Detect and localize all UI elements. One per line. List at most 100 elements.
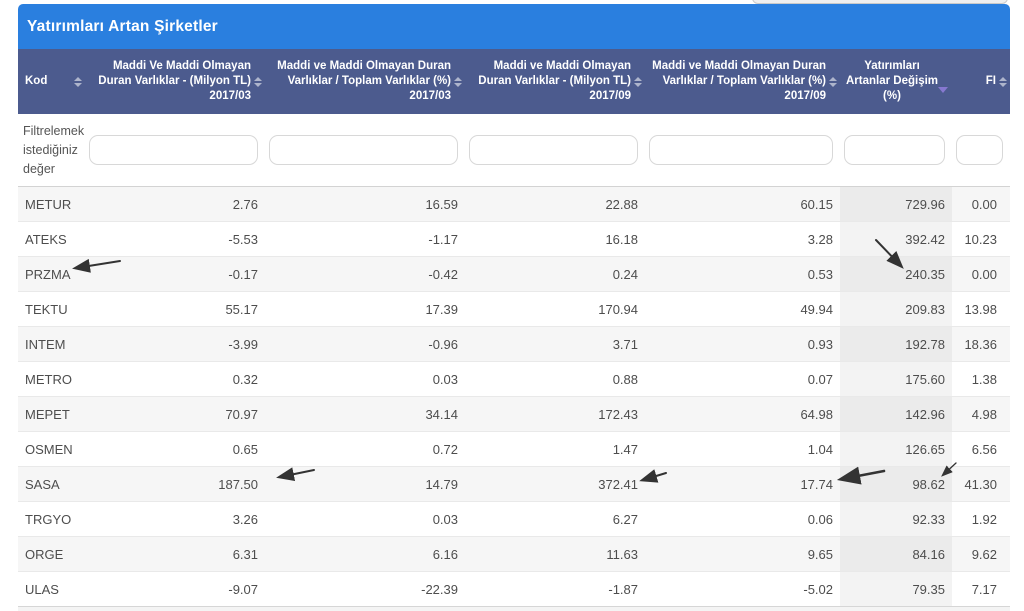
cell-value: -9.07 [85,571,265,606]
cell-kod: METUR [18,186,85,221]
cell-value: 6.27 [465,501,645,536]
cell-value: 1.04 [645,431,840,466]
cell-value: 98.62 [840,466,952,501]
cell-value: 55.17 [85,291,265,326]
cell-kod: SASA [18,466,85,501]
filter-input-col2[interactable] [89,135,258,165]
cell-value: 92.33 [840,501,952,536]
table-title: Yatırımları Artan Şirketler [27,17,218,35]
column-header-label: Maddi ve Maddi Olmayan Duran Varlıklar /… [652,60,826,102]
cell-value: 16.59 [265,186,465,221]
cell-value: -22.39 [265,571,465,606]
sort-icon [829,76,837,87]
cell-kod: TRGYO [18,501,85,536]
cell-kod: PRZMA [18,256,85,291]
cell-value: 13.98 [952,291,1010,326]
filter-cell [465,114,645,186]
cell-value: 392.42 [840,221,952,256]
filter-cell [952,114,1010,186]
cell-value: 2.76 [85,186,265,221]
filter-cell [645,114,840,186]
cell-value: -1.17 [265,221,465,256]
sort-icon [454,76,462,87]
cell-value: 0.07 [645,361,840,396]
cell-value: -0.96 [265,326,465,361]
cell-value: 0.65 [85,431,265,466]
cell-value: 9.62 [952,536,1010,571]
cell-value: 4.98 [952,396,1010,431]
cell-value: 9.65 [645,536,840,571]
cell-value: 84.16 [840,536,952,571]
column-header-2[interactable]: Maddi Ve Maddi Olmayan Duran Varlıklar -… [85,49,265,114]
cell-value: -5.53 [85,221,265,256]
cell-value: 192.78 [840,326,952,361]
column-header-5[interactable]: Maddi ve Maddi Olmayan Duran Varlıklar /… [645,49,840,114]
cell-value: 10.23 [952,221,1010,256]
cell-kod: ULAS [18,571,85,606]
column-header-4[interactable]: Maddi ve Maddi Olmayan Duran Varlıklar -… [465,49,645,114]
sort-icon [999,76,1007,87]
cell-kod: MEPET [18,396,85,431]
cell-value: 41.30 [952,466,1010,501]
table-title-bar: Yatırımları Artan Şirketler [18,4,1010,49]
cell-kod: ATEKS [18,221,85,256]
cell-value: 0.93 [645,326,840,361]
filter-cell [265,114,465,186]
cell-value: 34.14 [265,396,465,431]
cell-value: 17.74 [645,466,840,501]
cell-value: 18.36 [952,326,1010,361]
cell-value: 0.00 [952,256,1010,291]
column-header-7[interactable]: FI [952,49,1010,114]
cell-value: 729.96 [840,186,952,221]
cell-value: -0.42 [265,256,465,291]
partial-table-row [18,606,1010,611]
cell-value: 7.17 [952,571,1010,606]
cell-value: 209.83 [840,291,952,326]
cell-value: 372.41 [465,466,645,501]
cell-value: -5.02 [645,571,840,606]
cell-value: 0.24 [465,256,645,291]
cell-value: -1.87 [465,571,645,606]
sort-icon [634,76,642,87]
cell-value: 16.18 [465,221,645,256]
cell-value: 170.94 [465,291,645,326]
sort-icon [74,76,82,87]
cell-value: 22.88 [465,186,645,221]
cell-value: 3.28 [645,221,840,256]
cell-value: 1.47 [465,431,645,466]
cell-value: -3.99 [85,326,265,361]
column-header-6[interactable]: Yatırımları Artanlar Değişim (%) [840,49,952,114]
column-header-label: Maddi ve Maddi Olmayan Duran Varlıklar -… [478,60,631,102]
cell-value: 0.03 [265,361,465,396]
column-header-label: Yatırımları Artanlar Değişim (%) [845,60,939,102]
cell-value: 0.88 [465,361,645,396]
cell-value: 60.15 [645,186,840,221]
sort-desc-icon [938,87,948,93]
cell-value: 126.65 [840,431,952,466]
cell-kod: METRO [18,361,85,396]
cell-value: 142.96 [840,396,952,431]
cell-value: -0.17 [85,256,265,291]
filter-cell [85,114,265,186]
column-header-1[interactable]: Kod [18,49,85,114]
filter-input-col6[interactable] [844,135,945,165]
cell-value: 49.94 [645,291,840,326]
filter-row-label-cell: Filtrelemek istediğiniz değer [18,114,85,186]
column-header-3[interactable]: Maddi ve Maddi Olmayan Duran Varlıklar /… [265,49,465,114]
column-header-label: Maddi ve Maddi Olmayan Duran Varlıklar /… [277,60,451,102]
cell-value: 172.43 [465,396,645,431]
cell-value: 70.97 [85,396,265,431]
cell-value: 64.98 [645,396,840,431]
cell-value: 0.32 [85,361,265,396]
filter-input-col7[interactable] [956,135,1003,165]
cell-value: 3.71 [465,326,645,361]
filter-input-col4[interactable] [469,135,638,165]
cell-value: 11.63 [465,536,645,571]
cell-value: 6.16 [265,536,465,571]
cell-value: 1.92 [952,501,1010,536]
filter-input-col5[interactable] [649,135,833,165]
column-header-label: Maddi Ve Maddi Olmayan Duran Varlıklar -… [98,60,251,102]
cell-kod: ORGE [18,536,85,571]
filter-input-col3[interactable] [269,135,458,165]
